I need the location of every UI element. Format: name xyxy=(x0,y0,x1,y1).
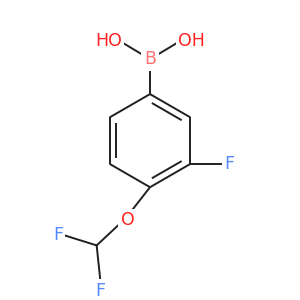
Text: F: F xyxy=(224,155,234,173)
Text: B: B xyxy=(144,50,156,68)
Text: HO: HO xyxy=(95,32,122,50)
Text: O: O xyxy=(121,211,135,229)
Text: F: F xyxy=(53,226,63,244)
Text: F: F xyxy=(95,282,106,300)
Text: OH: OH xyxy=(178,32,205,50)
